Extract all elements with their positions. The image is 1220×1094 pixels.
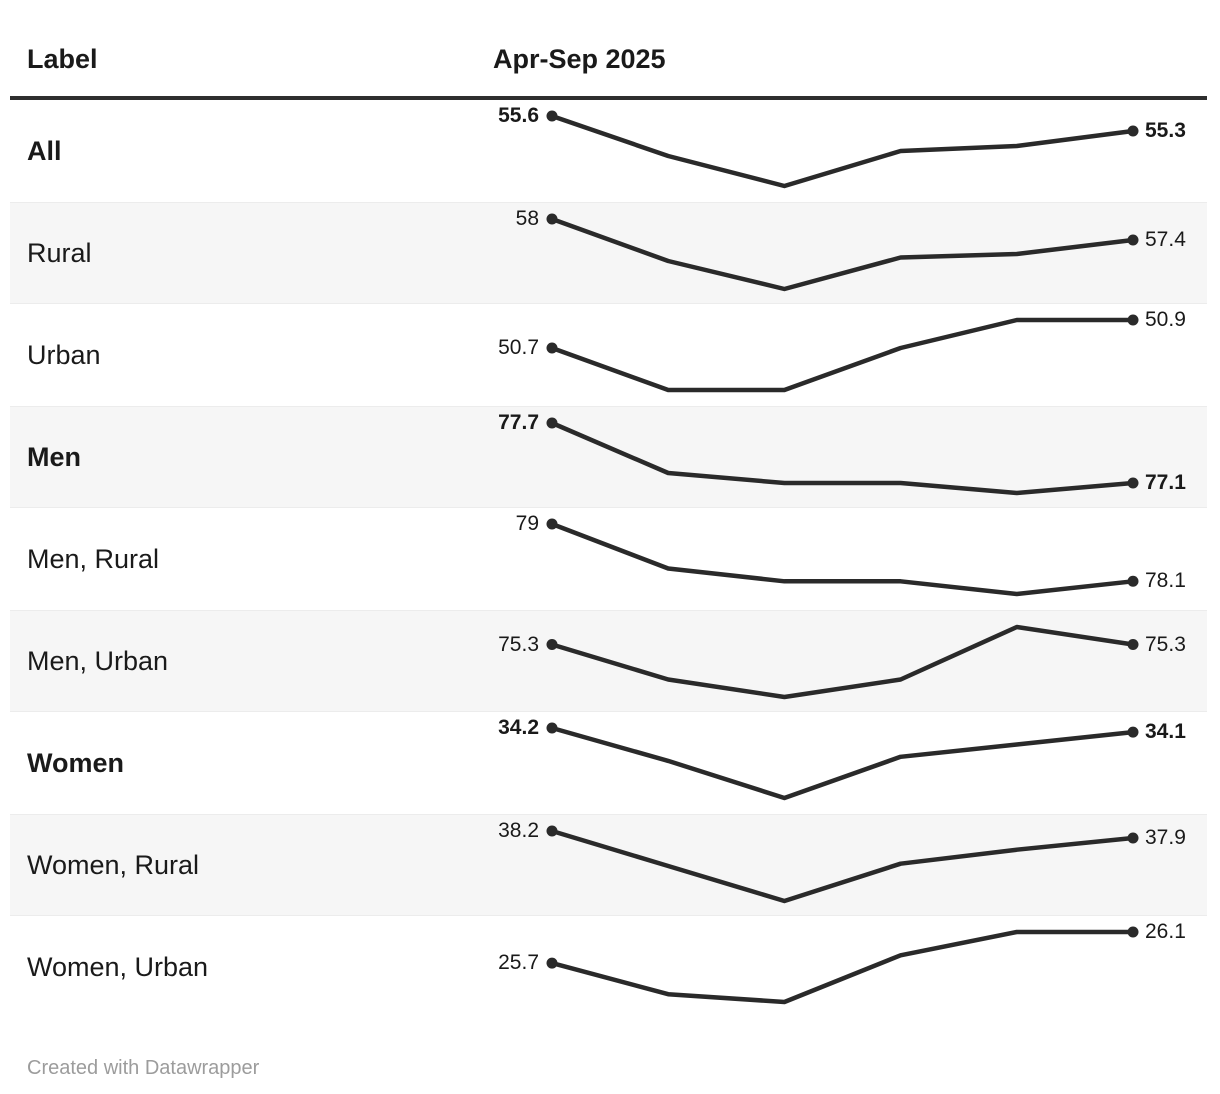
row-label: Women, Rural: [27, 849, 200, 880]
end-value-label: 55.3: [1145, 119, 1186, 142]
column-header-period: Apr-Sep 2025: [493, 44, 666, 74]
sparkline: [546, 624, 1139, 700]
start-value-label: 50.7: [498, 336, 539, 359]
start-value-label: 25.7: [498, 951, 539, 975]
end-value-label: 50.9: [1145, 308, 1186, 331]
end-value-label: 75.3: [1145, 632, 1186, 656]
table-row: Men, Rural 79 78.1: [10, 508, 1207, 610]
sparkline: [546, 926, 1139, 1005]
sparkline: [546, 213, 1139, 292]
row-label: Men: [27, 441, 81, 472]
sparkline: [546, 314, 1139, 393]
row-label: Urban: [27, 339, 101, 370]
row-label: Men, Rural: [27, 543, 160, 574]
table-row: All 55.6 55.3: [10, 100, 1207, 202]
column-header-label: Label: [27, 44, 98, 74]
table-row: Urban 50.7 50.9: [10, 304, 1207, 406]
sparkline: [546, 518, 1139, 597]
table-header: Label Apr-Sep 2025: [10, 0, 1207, 100]
start-value-label: 79: [515, 512, 539, 535]
end-value-label: 57.4: [1145, 228, 1186, 251]
datawrapper-credit: Created with Datawrapper: [27, 1057, 260, 1079]
sparkline: [546, 722, 1139, 801]
start-value-label: 55.6: [498, 104, 539, 127]
row-label: All: [27, 135, 62, 166]
end-value-label: 78.1: [1145, 569, 1186, 593]
row-label: Women, Urban: [27, 951, 209, 982]
table-row: Women 34.2 34.1: [10, 712, 1207, 814]
start-value-label: 38.2: [498, 819, 539, 842]
table-row: Rural 58 57.4: [10, 202, 1207, 304]
end-value-label: 77.1: [1145, 471, 1186, 494]
end-value-label: 34.1: [1145, 720, 1186, 744]
start-value-label: 58: [515, 207, 539, 230]
table-row: Women, Rural 38.2 37.9: [10, 814, 1207, 916]
sparkline: [546, 417, 1139, 496]
sparkline: [546, 825, 1139, 904]
row-label: Men, Urban: [27, 645, 169, 676]
start-value-label: 75.3: [498, 632, 539, 656]
table-row: Men 77.7 77.1: [10, 406, 1207, 508]
end-value-label: 37.9: [1145, 826, 1186, 849]
table-body: All 55.6 55.3 Rural 58 57.4 Urban 50.7 5…: [10, 100, 1207, 1018]
start-value-label: 77.7: [498, 411, 539, 434]
row-label: Rural: [27, 237, 92, 268]
start-value-label: 34.2: [498, 716, 539, 739]
table-row: Men, Urban 75.3 75.3: [10, 610, 1207, 712]
row-label: Women: [27, 747, 125, 778]
sparkline-table: Label Apr-Sep 2025 All 55.6 55.3 Rural 5…: [10, 0, 1207, 1018]
table-row: Women, Urban 25.7 26.1: [10, 916, 1207, 1018]
end-value-label: 26.1: [1145, 920, 1186, 943]
sparkline: [546, 110, 1139, 189]
